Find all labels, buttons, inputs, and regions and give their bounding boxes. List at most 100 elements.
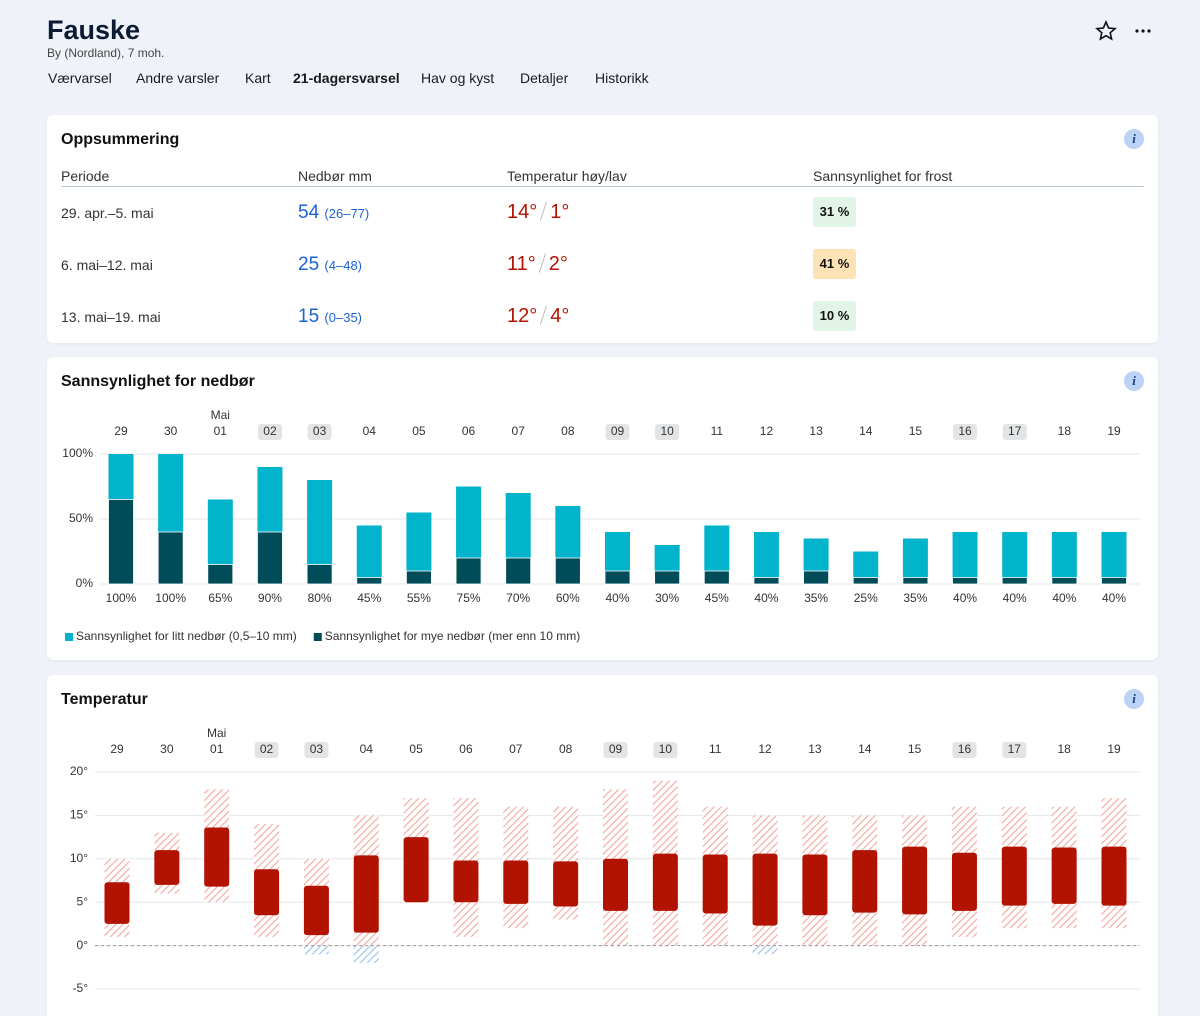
value-label: 70% [506, 591, 530, 605]
temp-bar [353, 855, 379, 933]
y-tick-label: 5° [77, 894, 89, 908]
precip-value: 15 [298, 306, 320, 327]
temp-high: 14° [507, 201, 538, 223]
frost-badge: 31 % [813, 197, 856, 227]
nav-tab[interactable]: Historikk [595, 70, 649, 86]
y-tick-label: 50% [69, 511, 93, 525]
precip-range: (0–35) [324, 310, 362, 325]
x-tick-label: 15 [909, 424, 923, 438]
column-header: Periode [61, 168, 110, 184]
month-label: Mai [211, 408, 230, 422]
precip-card: Sannsynlighet for nedbør i 0% 50% 100% 29 30… [47, 357, 1158, 660]
frost-badge: 41 % [813, 249, 856, 279]
x-tick-label: 06 [462, 424, 476, 438]
bar [356, 525, 382, 584]
bar [306, 564, 333, 585]
info-button[interactable]: i [1124, 371, 1144, 391]
value-label: 40% [754, 591, 778, 605]
temp-bar [652, 853, 678, 911]
temp-bar [204, 827, 230, 887]
bar [1101, 577, 1127, 585]
bar [405, 570, 432, 585]
x-tick-label: 08 [559, 742, 573, 756]
nav-tab[interactable]: Hav og kyst [421, 70, 495, 86]
frost-badge: 10 % [813, 301, 856, 331]
temp-bar [154, 850, 180, 885]
value-label: 45% [357, 591, 381, 605]
value-label: 40% [953, 591, 977, 605]
nav-tab[interactable]: Kart [245, 70, 271, 86]
temp-low: 4° [550, 305, 570, 327]
info-button[interactable]: i [1124, 129, 1144, 149]
temp-bar [1001, 846, 1027, 906]
column-header: Temperatur høy/lav [507, 168, 627, 184]
y-tick-label: 0° [77, 938, 89, 952]
temp-cell: 14° 1° [507, 201, 569, 224]
weekend-highlight [304, 742, 329, 758]
value-label: 65% [208, 591, 232, 605]
favorite-star[interactable] [1095, 20, 1117, 41]
x-tick-label: 08 [561, 424, 575, 438]
temp-bar [303, 885, 329, 936]
x-tick-label: 13 [808, 742, 822, 756]
bar [952, 532, 978, 584]
weekend-highlight [952, 742, 977, 758]
x-tick-label: 02 [263, 424, 277, 438]
weekend-highlight [653, 742, 678, 758]
temp-cell: 11° 2° [507, 253, 568, 276]
temp-separator [540, 305, 548, 325]
nav-tab[interactable]: Detaljer [520, 70, 569, 86]
precip-range: (4–48) [324, 258, 362, 273]
x-tick-label: 09 [611, 424, 625, 438]
y-tick-label: -5° [73, 981, 89, 995]
weekend-highlight [605, 424, 630, 440]
precip-cell: 15 (0–35) [298, 306, 362, 328]
x-tick-label: 02 [260, 742, 274, 756]
place-subtitle: By (Nordland), 7 moh. [47, 46, 165, 60]
legend-swatch [65, 633, 73, 641]
temp-separator [538, 253, 546, 273]
x-tick-label: 29 [114, 424, 128, 438]
temp-bar [802, 854, 828, 916]
range-band-below-zero [752, 945, 778, 955]
bar [1001, 577, 1028, 585]
x-tick-label: 07 [512, 424, 526, 438]
value-label: 40% [1102, 591, 1126, 605]
temp-bar [453, 860, 479, 903]
x-tick-label: 17 [1008, 424, 1022, 438]
more-menu[interactable] [1135, 29, 1151, 33]
card-title: Temperatur [61, 691, 148, 708]
legend-label: Sannsynlighet for litt nedbør (0,5–10 mm… [76, 629, 297, 643]
month-label: Mai [207, 726, 226, 740]
x-tick-label: 01 [214, 424, 228, 438]
value-label: 60% [556, 591, 580, 605]
x-tick-label: 16 [958, 742, 972, 756]
bar [108, 499, 134, 585]
nav-tab[interactable]: Værvarsel [48, 70, 112, 86]
temp-bar [553, 861, 579, 907]
nav-tab[interactable]: Andre varsler [136, 70, 220, 86]
x-tick-label: 07 [509, 742, 523, 756]
value-label: 40% [1052, 591, 1076, 605]
x-tick-label: 04 [360, 742, 374, 756]
info-button[interactable]: i [1124, 689, 1144, 709]
temp-bar [104, 882, 130, 924]
bar [257, 531, 283, 585]
temp-bar [951, 852, 977, 911]
value-label: 55% [407, 591, 431, 605]
x-tick-label: 19 [1107, 742, 1121, 756]
x-tick-label: 10 [659, 742, 673, 756]
bar [902, 538, 928, 584]
bar [1101, 532, 1127, 584]
x-tick-label: 19 [1107, 424, 1121, 438]
bar [554, 557, 581, 585]
x-tick-label: 15 [908, 742, 922, 756]
weekend-highlight [254, 742, 279, 758]
x-tick-label: 18 [1057, 742, 1071, 756]
range-band-below-zero [353, 945, 379, 963]
nav-tab[interactable]: 21-dagersvarsel [293, 70, 400, 86]
temp-low: 2° [548, 253, 568, 275]
temp-high: 11° [507, 253, 536, 275]
